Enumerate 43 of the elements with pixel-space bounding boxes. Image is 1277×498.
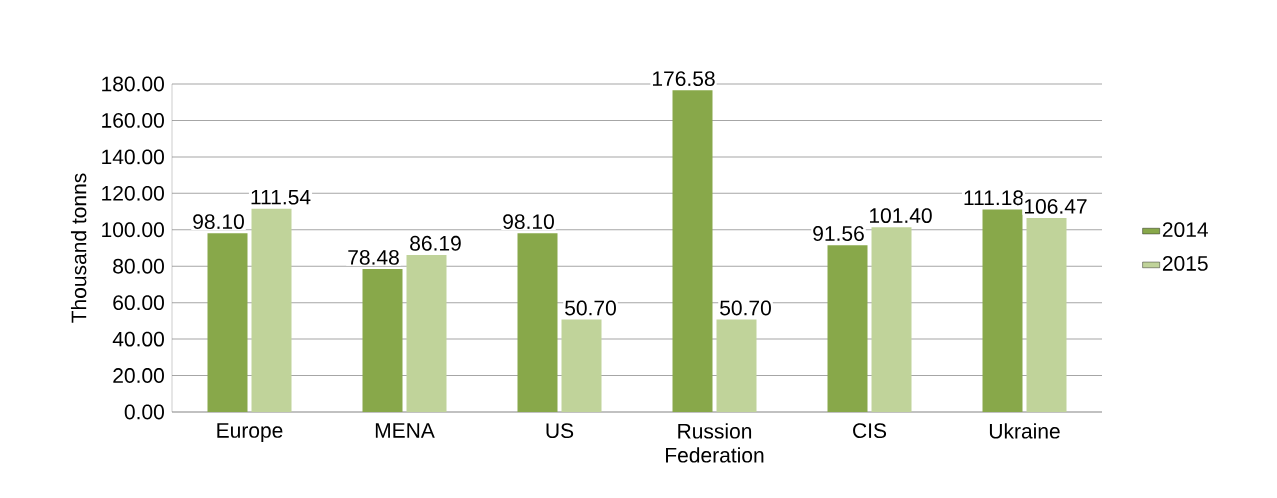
data-label: 111.54 xyxy=(251,189,311,205)
x-tick-label: CIS xyxy=(853,423,887,439)
data-label: 106.47 xyxy=(1024,198,1087,214)
x-tick-label: Ukraine xyxy=(989,423,1060,439)
bar xyxy=(207,233,248,412)
x-tick-label: Europe xyxy=(217,423,283,443)
y-tick-label: 100.00 xyxy=(102,222,164,238)
data-label: 50.70 xyxy=(720,300,771,316)
data-label: 50.70 xyxy=(565,300,616,316)
bar xyxy=(362,268,403,412)
y-axis-title: Thousand tonns xyxy=(70,173,87,323)
x-tick-label: US xyxy=(546,423,574,439)
y-tick-label: 40.00 xyxy=(112,331,164,347)
y-tick-label: 160.00 xyxy=(102,113,164,128)
bar xyxy=(982,209,1023,412)
legend-label: 2014 xyxy=(1162,222,1208,238)
bar xyxy=(1026,217,1067,412)
bar xyxy=(672,90,713,412)
bar xyxy=(716,319,757,412)
y-tick-label: 0.00 xyxy=(124,404,164,420)
legend-label: 2015 xyxy=(1162,256,1208,271)
data-label: 101.40 xyxy=(869,208,932,224)
y-tick-label: 140.00 xyxy=(102,149,164,165)
y-tick-label: 20.00 xyxy=(113,368,164,383)
x-tick-label: Russion Federation xyxy=(666,423,764,463)
data-label: 111.18 xyxy=(964,190,1024,206)
data-label: 91.56 xyxy=(813,226,864,241)
data-label: 176.58 xyxy=(652,71,715,87)
x-tick-label: MENA xyxy=(375,423,435,438)
y-tick-label: 180.00 xyxy=(102,76,164,92)
bar xyxy=(871,227,912,412)
data-label: 86.19 xyxy=(410,235,461,251)
bar xyxy=(406,254,447,412)
bar xyxy=(517,233,558,412)
bar xyxy=(251,208,292,412)
bar xyxy=(827,245,868,412)
data-label: 98.10 xyxy=(193,214,244,230)
y-tick-label: 80.00 xyxy=(113,258,164,274)
bar xyxy=(561,319,602,412)
data-label: 78.48 xyxy=(348,249,399,265)
y-tick-label: 120.00 xyxy=(102,185,164,201)
data-label: 98.10 xyxy=(503,214,554,230)
y-tick-label: 60.00 xyxy=(113,295,164,311)
